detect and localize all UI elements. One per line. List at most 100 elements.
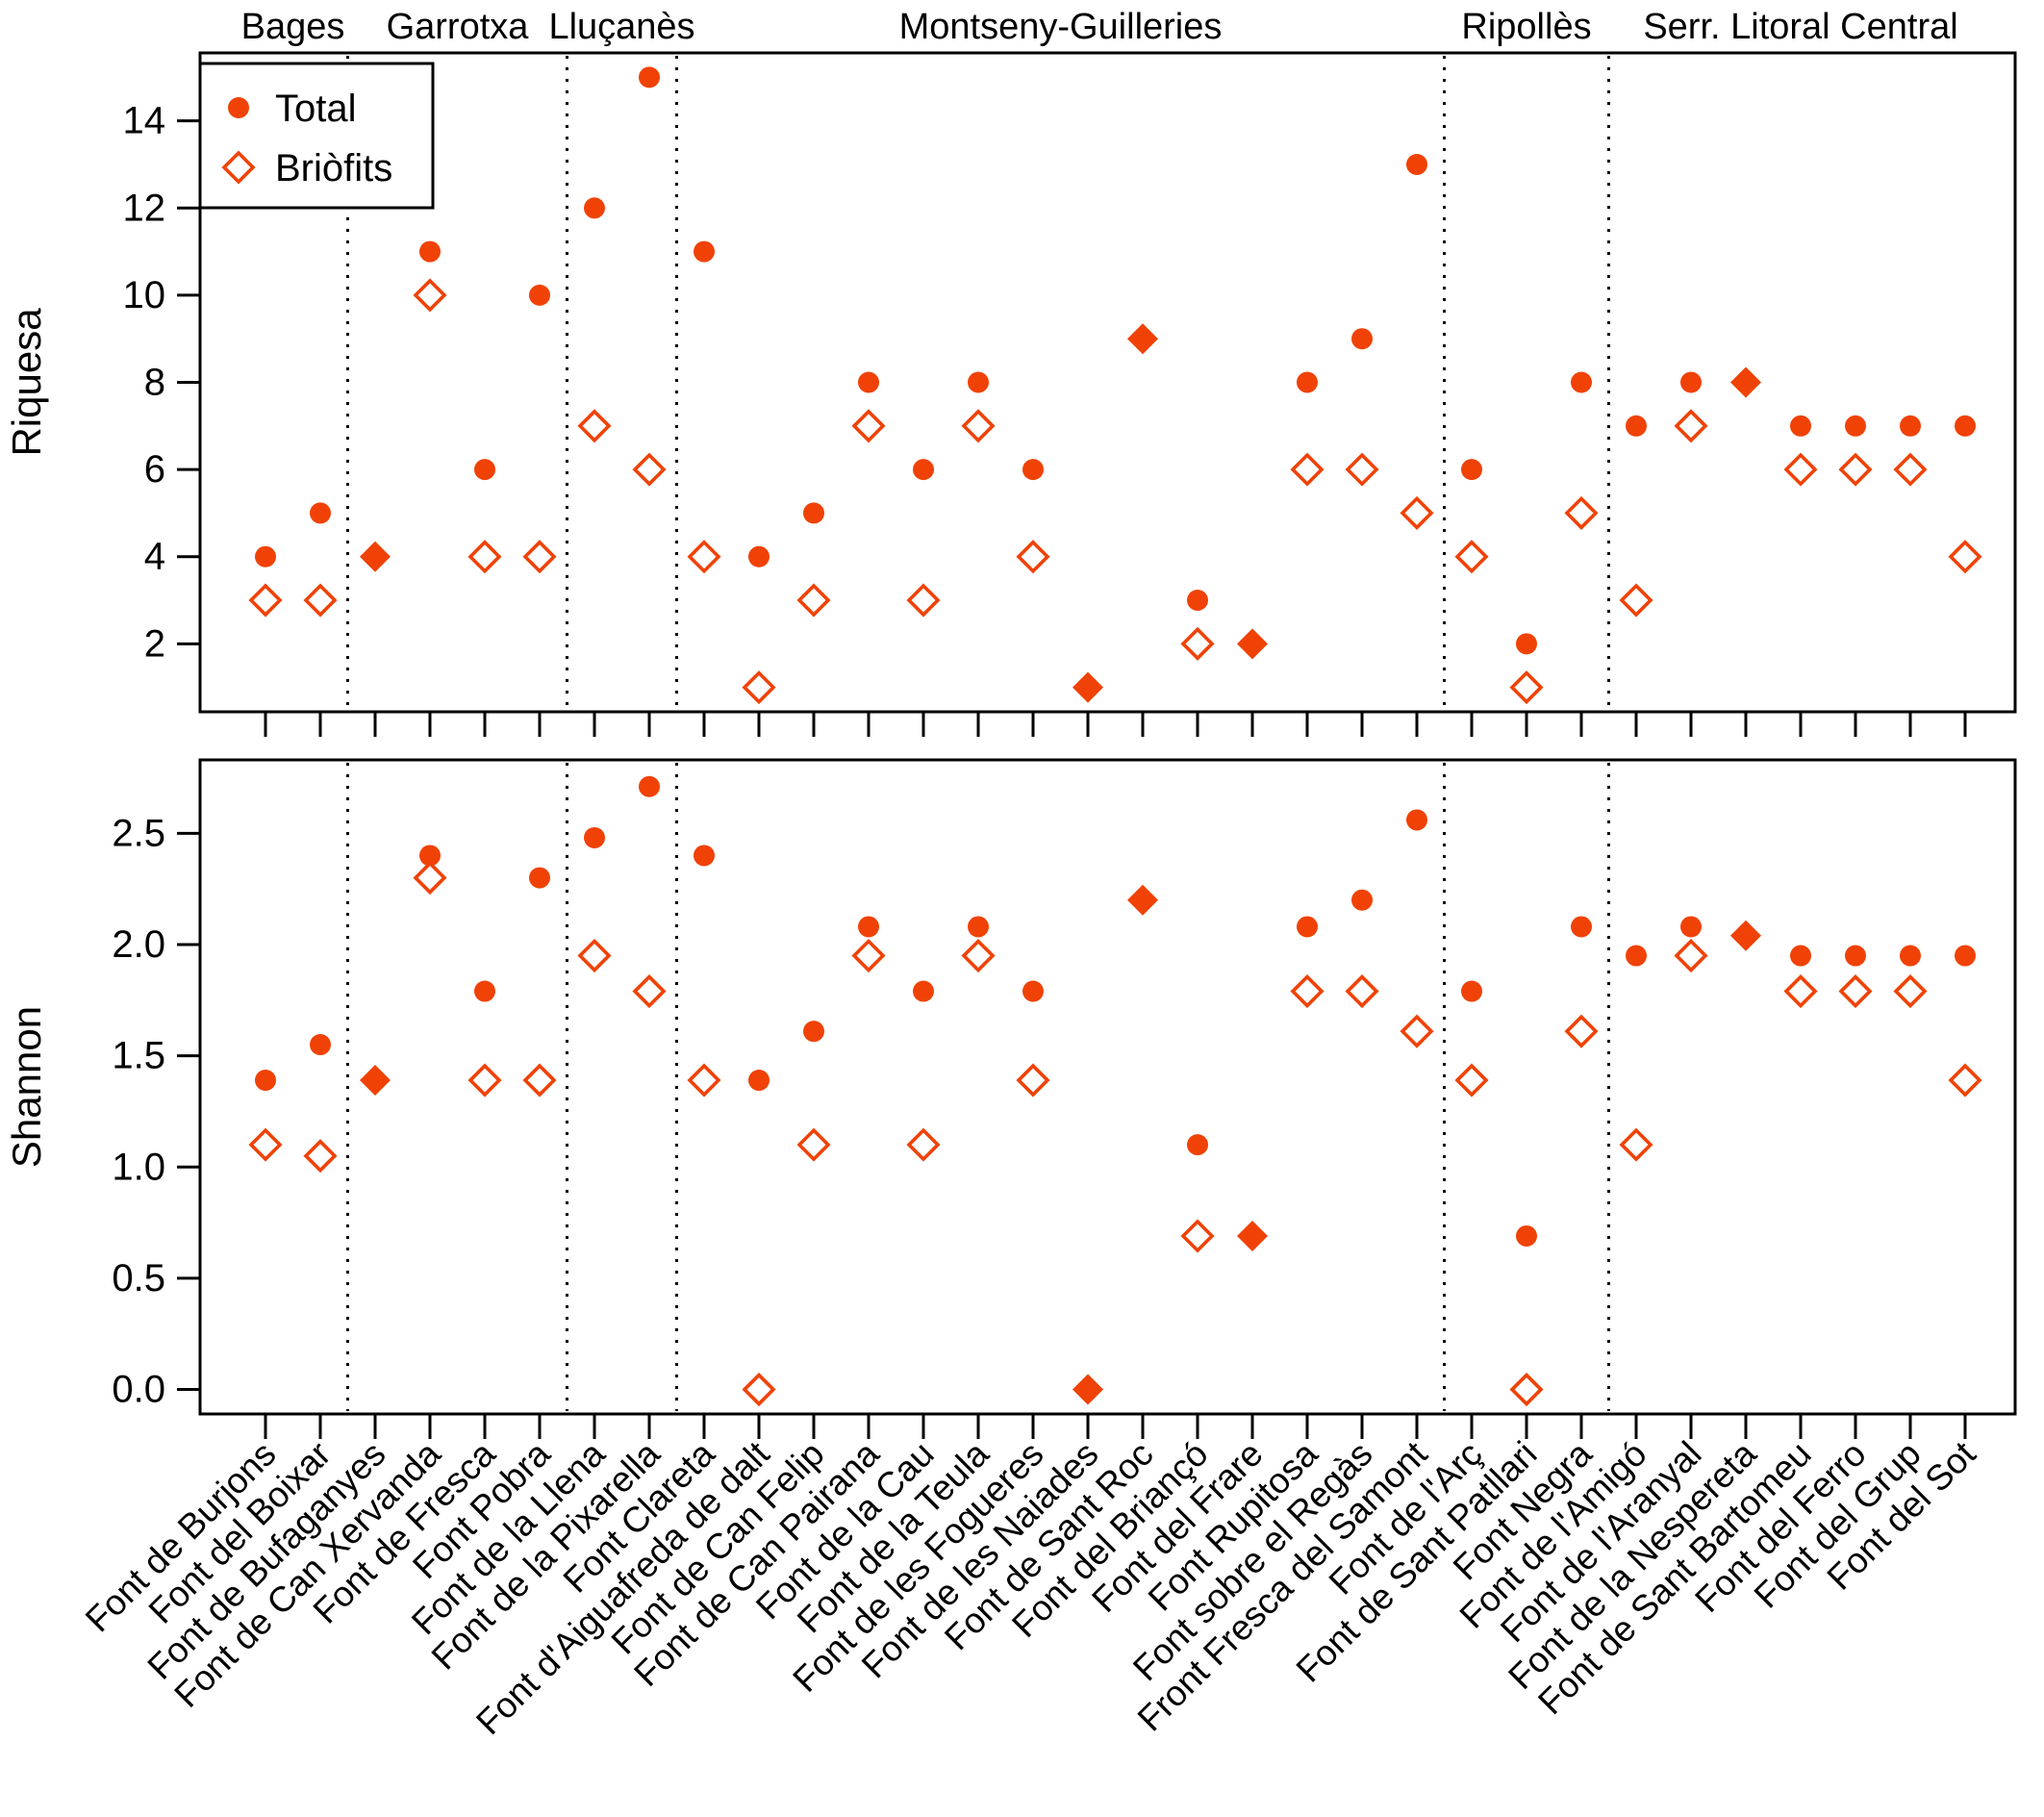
total-marker [1571, 916, 1592, 938]
total-marker [803, 502, 824, 524]
briofits-marker [303, 583, 338, 618]
briofits-marker [906, 1127, 941, 1162]
briofits-marker [742, 670, 776, 705]
briofits-marker [1619, 1127, 1653, 1162]
briofits-marker [1838, 452, 1873, 487]
overlap-marker [1730, 366, 1761, 398]
briofits-marker [632, 452, 667, 487]
total-marker [529, 867, 550, 889]
briofits-marker [577, 409, 612, 443]
briofits-marker [687, 1063, 721, 1098]
briofits-marker [1783, 452, 1818, 487]
total-marker [1297, 371, 1318, 393]
total-marker [1790, 945, 1811, 967]
overlap-marker [360, 541, 391, 572]
total-marker [1406, 153, 1427, 175]
total-marker [1790, 415, 1811, 437]
briofits-marker [1619, 583, 1653, 618]
total-marker [694, 845, 715, 867]
total-marker [1461, 459, 1482, 481]
overlap-marker [1072, 671, 1103, 703]
total-marker [1297, 916, 1318, 938]
briofits-marker [1674, 409, 1708, 443]
briofits-marker [1454, 1063, 1489, 1098]
briofits-marker [906, 583, 941, 618]
briofits-marker [1509, 1373, 1544, 1407]
total-marker [1187, 590, 1208, 612]
legend: Total Briòfits [198, 62, 435, 210]
total-marker [584, 197, 605, 219]
total-marker [1516, 1224, 1537, 1247]
total-marker [748, 545, 770, 568]
briofits-marker [1564, 495, 1599, 530]
overlap-marker [360, 1065, 391, 1097]
briofits-marker [851, 938, 886, 973]
overlap-marker [1730, 920, 1761, 951]
y-tick-label: 2 [144, 622, 165, 665]
briofits-marker [1948, 540, 1982, 574]
region-title: Garrotxa [387, 7, 530, 47]
briofits-marker [687, 540, 721, 574]
briofits-marker [522, 1063, 557, 1098]
y-tick-label: 0.0 [112, 1369, 165, 1411]
briofits-marker [796, 583, 831, 618]
total-marker [529, 284, 550, 306]
y-axis-title: Riquesa [4, 308, 49, 457]
total-marker [1406, 809, 1427, 831]
briofits-marker [1893, 973, 1928, 1009]
briofits-marker [413, 861, 447, 896]
briofits-marker [1345, 973, 1379, 1009]
briofits-marker [851, 409, 886, 443]
y-tick-label: 10 [123, 274, 166, 316]
total-marker [858, 371, 879, 393]
briofits-marker [742, 1373, 776, 1407]
y-tick-label: 1.0 [112, 1146, 165, 1188]
total-marker [1351, 328, 1373, 350]
briofits-marker [467, 540, 502, 574]
total-marker [639, 66, 660, 88]
briofits-marker [632, 973, 667, 1009]
total-marker [1900, 415, 1921, 437]
briofits-marker [961, 938, 996, 973]
briofits-marker [796, 1127, 831, 1162]
y-tick-label: 2.0 [112, 923, 165, 966]
y-tick-label: 1.5 [112, 1035, 165, 1077]
briofits-marker [1674, 938, 1708, 973]
total-marker [1955, 945, 1976, 967]
y-tick-label: 6 [144, 448, 165, 491]
total-marker [1680, 916, 1702, 938]
shannon-panel: 0.0 0.5 1.0 1.5 2.0 2.5 Shannon [4, 758, 2017, 1439]
total-marker [803, 1021, 824, 1043]
legend-briofits-marker [221, 150, 256, 185]
shannon-box [198, 758, 2017, 1416]
total-marker [474, 980, 495, 1002]
overlap-marker [1127, 884, 1158, 916]
total-marker [1680, 371, 1702, 393]
briofits-marker [303, 1139, 338, 1173]
briofits-marker [1016, 1063, 1050, 1098]
briofits-marker [1180, 626, 1215, 661]
y-tick-label: 0.5 [112, 1257, 165, 1300]
briofits-marker [413, 278, 447, 313]
y-axis-title: Shannon [4, 1006, 49, 1168]
total-marker [1845, 945, 1866, 967]
briofits-marker [1564, 1014, 1599, 1048]
total-marker [1571, 371, 1592, 393]
total-marker [748, 1070, 770, 1092]
total-marker [310, 1034, 331, 1056]
total-marker [858, 916, 879, 938]
total-marker [913, 980, 934, 1002]
region-title: Bages [241, 7, 345, 47]
total-marker [1626, 415, 1647, 437]
legend-total-marker [228, 97, 249, 118]
total-marker [1351, 889, 1373, 911]
legend-total-label: Total [275, 88, 357, 130]
briofits-marker [1893, 452, 1928, 487]
y-tick-label: 2.5 [112, 812, 165, 854]
overlap-marker [1237, 628, 1268, 660]
total-marker [474, 459, 495, 481]
briofits-marker [1783, 973, 1818, 1009]
briofits-marker [1345, 452, 1379, 487]
